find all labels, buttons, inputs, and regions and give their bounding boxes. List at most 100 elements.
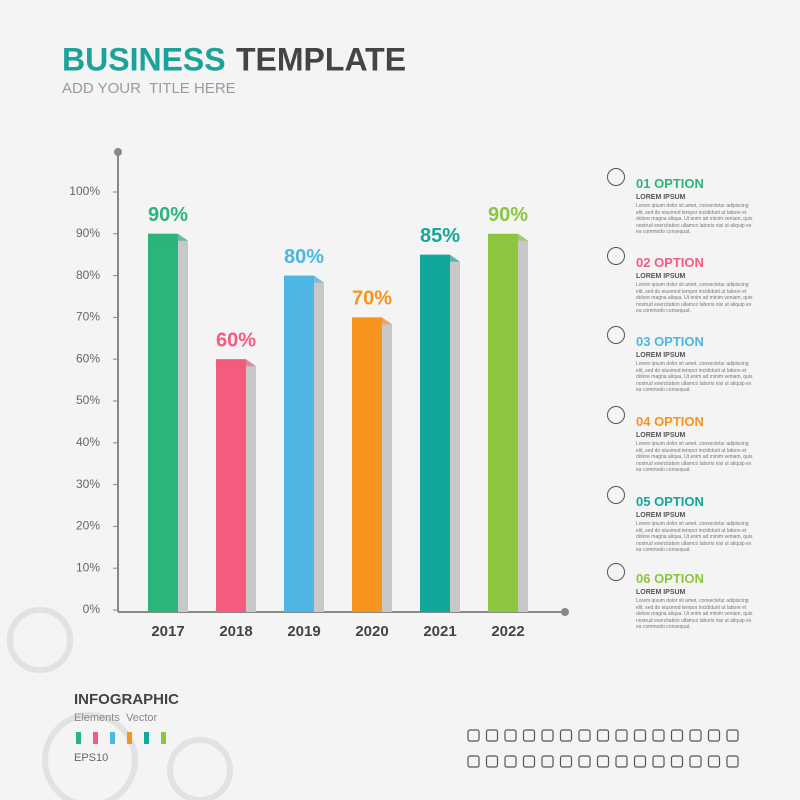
value-label: 60% [216, 329, 256, 351]
option-body: Lorem ipsum dolor sit amet, consectetur … [636, 598, 753, 630]
option-body: Lorem ipsum dolor sit amet, consectetur … [636, 521, 753, 553]
bar-top [488, 233, 528, 241]
color-swatches [76, 732, 166, 744]
option-title: 03 OPTION [636, 334, 704, 349]
bar-top [148, 233, 188, 241]
y-tick-label: 30% [76, 477, 100, 491]
bar-side [178, 233, 188, 613]
option-subtitle: LOREM IPSUM [636, 432, 686, 439]
bar [216, 359, 246, 612]
axis-end [114, 148, 122, 156]
y-tick-label: 70% [76, 310, 100, 324]
bar [352, 317, 382, 612]
option-body: Lorem ipsum dolor sit amet, consectetur … [636, 441, 753, 473]
x-tick-label: 2019 [287, 623, 320, 640]
icon [559, 729, 573, 742]
icon [596, 755, 610, 768]
option-subtitle: LOREM IPSUM [636, 589, 686, 596]
value-label: 90% [148, 204, 188, 226]
title-part2: TEMPLATE [236, 41, 406, 77]
icon [522, 729, 536, 742]
x-tick-label: 2018 [219, 623, 252, 640]
value-label: 80% [284, 246, 324, 268]
option-icon [607, 168, 625, 186]
x-tick-label: 2022 [491, 623, 524, 640]
bar-top [420, 254, 460, 262]
icon [559, 755, 573, 768]
bar-top [352, 317, 392, 325]
icon [467, 729, 480, 742]
bar-side [314, 275, 324, 612]
footer-subtitle: Elements Vector [74, 712, 157, 724]
icon [615, 755, 628, 768]
icon [670, 755, 684, 768]
icon [707, 755, 721, 768]
icon [633, 729, 647, 742]
y-tick-label: 100% [69, 184, 100, 198]
icon [522, 755, 536, 768]
icon [707, 729, 721, 742]
bar [284, 275, 314, 612]
icon [485, 729, 499, 742]
option-title: 05 OPTION [636, 494, 704, 509]
value-label: 90% [488, 204, 528, 226]
icon [689, 755, 702, 768]
icon [596, 729, 610, 742]
value-label: 85% [420, 225, 460, 247]
bar-side [518, 233, 528, 613]
y-tick-label: 40% [76, 435, 100, 449]
title-part1: BUSINESS [62, 41, 226, 77]
icon [504, 729, 517, 742]
y-tick-label: 20% [76, 519, 100, 533]
bar [488, 233, 518, 613]
icon [485, 755, 499, 768]
bar-top [284, 275, 324, 283]
option-icon [607, 247, 625, 265]
option-icon [607, 563, 625, 581]
option-title: 04 OPTION [636, 414, 704, 429]
icon [670, 729, 684, 742]
option-subtitle: LOREM IPSUM [636, 194, 686, 201]
option-subtitle: LOREM IPSUM [636, 352, 686, 359]
icon [726, 755, 739, 768]
icon [652, 755, 665, 768]
option-body: Lorem ipsum dolor sit amet, consectetur … [636, 203, 753, 235]
x-tick-label: 2020 [355, 623, 388, 640]
y-tick-label: 80% [76, 268, 100, 282]
y-tick-label: 10% [76, 560, 100, 574]
bar-side [382, 317, 392, 612]
y-tick-label: 90% [76, 226, 100, 240]
option-title: 01 OPTION [636, 176, 704, 191]
icon [504, 755, 517, 768]
option-title: 06 OPTION [636, 571, 704, 586]
icon [578, 755, 591, 768]
icon [541, 755, 554, 768]
bar-side [246, 359, 256, 612]
option-icon [607, 406, 625, 424]
option-subtitle: LOREM IPSUM [636, 512, 686, 519]
icon [689, 729, 702, 742]
axis-end [561, 608, 569, 616]
footer-title: INFOGRAPHIC [74, 691, 179, 708]
icon [726, 729, 739, 742]
bar [148, 233, 178, 613]
option-icon [607, 486, 625, 504]
x-tick-label: 2017 [151, 623, 184, 640]
footer-format: EPS10 [74, 752, 108, 764]
bar-top [216, 359, 256, 367]
icon [633, 755, 647, 768]
y-tick-label: 50% [76, 393, 100, 407]
option-title: 02 OPTION [636, 255, 704, 270]
option-body: Lorem ipsum dolor sit amet, consectetur … [636, 282, 753, 314]
x-tick-label: 2021 [423, 623, 456, 640]
gear-decoration [7, 607, 233, 800]
icon [467, 755, 480, 768]
icon [652, 729, 665, 742]
bar [420, 254, 450, 612]
bar-side [450, 254, 460, 612]
subtitle: ADD YOUR TITLE HERE [62, 80, 236, 97]
y-tick-label: 0% [83, 602, 101, 616]
option-body: Lorem ipsum dolor sit amet, consectetur … [636, 361, 753, 393]
